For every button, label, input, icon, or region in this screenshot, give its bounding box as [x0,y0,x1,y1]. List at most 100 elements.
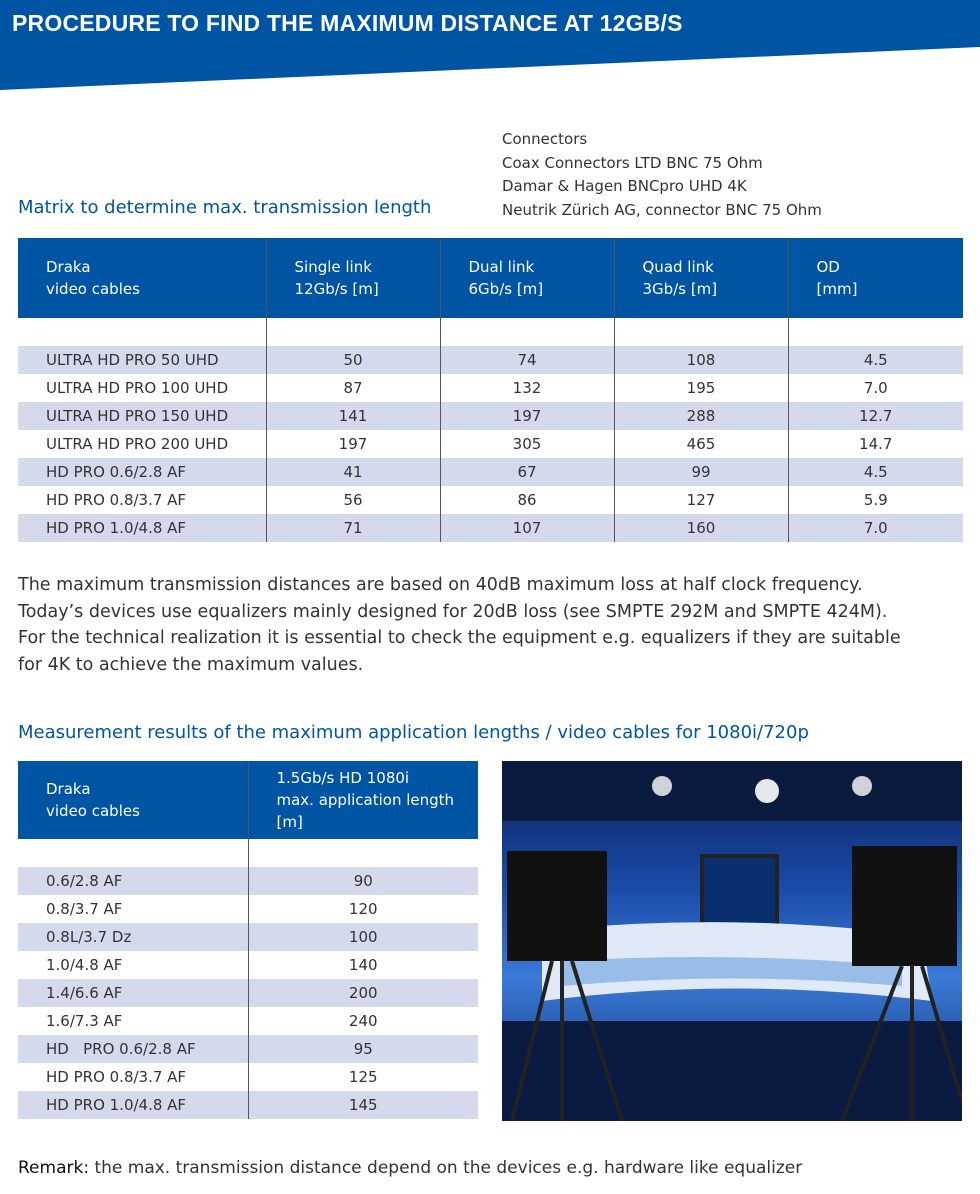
cable-name-cell: HD PRO 0.6/2.8 AF [18,1035,248,1063]
value-cell: 12.7 [787,402,963,430]
spacer-row [18,839,478,867]
spacer-cell [439,318,614,346]
connector-item: Damar & Hagen BNCpro UHD 4K [502,177,747,195]
value-cell: 132 [439,374,614,402]
column-header-line: 6Gb/s [m] [468,280,544,298]
cable-name-cell: HD PRO 1.0/4.8 AF [18,1091,248,1119]
table-row: HD PRO 0.6/2.8 AF 41 67 99 4.5 [18,458,963,486]
table-row: ULTRA HD PRO 150 UHD 141 197 288 12.7 [18,402,963,430]
value-cell: 140 [247,951,478,979]
connector-item: Neutrik Zürich AG, connector BNC 75 Ohm [502,200,822,219]
value-cell: 14.7 [787,430,963,458]
value-cell: 86 [439,486,614,514]
column-header-line: Draka [46,258,91,276]
column-header-line: 1.5Gb/s HD 1080i [276,769,410,787]
table-row: ULTRA HD PRO 100 UHD 87 132 195 7.0 [18,374,963,402]
cable-name-cell: ULTRA HD PRO 100 UHD [46,379,229,397]
page-title: PROCEDURE TO FIND THE MAXIMUM DISTANCE A… [12,10,683,36]
column-header: Draka video cables [18,761,248,839]
value-cell: 99 [613,458,788,486]
value-cell: 67 [439,458,614,486]
value-cell: 195 [613,374,788,402]
explanation-paragraph: The maximum transmission distances are b… [18,572,968,678]
paragraph-line: Today’s devices use equalizers mainly de… [18,601,888,622]
value-cell: 197 [265,430,440,458]
cable-name-cell: ULTRA HD PRO 200 UHD [46,435,229,453]
value-cell: 465 [613,430,788,458]
spacer-cell [265,318,440,346]
cable-name-cell: ULTRA HD PRO 50 UHD [18,346,266,374]
table-row: 0.8L/3.7 Dz 100 [18,923,478,951]
cable-name-cell: HD PRO 0.6/2.8 AF [18,458,266,486]
table-row: HD PRO 0.8/3.7 AF 56 86 127 5.9 [18,486,963,514]
table-row: 1.0/4.8 AF 140 [18,951,478,979]
tv-studio-photo [502,761,962,1121]
cable-name-cell: HD PRO 0.8/3.7 AF [46,1068,187,1086]
cable-name-cell: 1.0/4.8 AF [46,956,123,974]
value-cell: 7.0 [787,374,963,402]
connectors-heading: Connectors [502,130,588,148]
column-header: OD [mm] [787,238,963,318]
value-cell: 56 [265,486,440,514]
cable-name-cell: HD PRO 1.0/4.8 AF [18,514,266,542]
value-cell: 87 [265,374,440,402]
value-cell: 108 [613,346,788,374]
value-cell: 100 [247,923,478,951]
value-cell: 141 [265,402,440,430]
connectors-block: Connectors Coax Connectors LTD BNC 75 Oh… [502,128,822,222]
column-header: Quad link 3Gb/s [m] [613,238,788,318]
table-row: 1.4/6.6 AF 200 [18,979,478,1007]
spacer-row [18,318,963,346]
value-cell: 107 [439,514,614,542]
paragraph-line: For the technical realization it is esse… [18,628,901,648]
table-row: 1.6/7.3 AF 240 [18,1007,478,1035]
paragraph-line: The maximum transmission distances are b… [18,575,863,595]
column-header-line: 3Gb/s [m] [642,280,718,298]
value-cell: 160 [613,514,788,542]
value-cell: 7.0 [787,514,963,542]
table-row: HD PRO 1.0/4.8 AF 71 107 160 7.0 [18,514,963,542]
table-row: HD PRO 0.6/2.8 AF 95 [18,1035,478,1063]
column-header: Draka video cables [18,238,266,318]
table-row: ULTRA HD PRO 50 UHD 50 74 108 4.5 [18,346,963,374]
cable-name-cell: 1.4/6.6 AF [18,979,248,1007]
cable-name-cell: 1.6/7.3 AF [46,1012,123,1030]
cable-name-cell: ULTRA HD PRO 150 UHD [18,402,266,430]
column-header-line: 12Gb/s [m] [294,280,379,298]
value-cell: 120 [247,895,478,923]
column-header-line: video cables [46,280,140,298]
cable-name-cell: 0.6/2.8 AF [18,867,248,895]
value-cell: 74 [439,346,614,374]
value-cell: 41 [265,458,440,486]
column-header: Dual link 6Gb/s [m] [439,238,614,318]
table-row: 0.6/2.8 AF 90 [18,867,478,895]
column-header-line: Dual link [468,258,535,276]
value-cell: 288 [613,402,788,430]
spacer-cell [787,318,963,346]
measurement-heading: Measurement results of the maximum appli… [18,722,809,743]
cable-name-cell: 0.8/3.7 AF [46,900,123,918]
value-cell: 200 [247,979,478,1007]
paragraph-line: for 4K to achieve the maximum values. [18,654,364,675]
spacer-cell [613,318,788,346]
value-cell: 305 [439,430,614,458]
cable-name-cell: HD PRO 0.8/3.7 AF [46,491,187,509]
value-cell: 95 [247,1035,478,1063]
column-header: 1.5Gb/s HD 1080i max. application length … [247,761,478,839]
remark-label: Remark: [18,1158,90,1178]
spacer-cell [18,839,248,867]
value-cell: 71 [265,514,440,542]
connector-item: Coax Connectors LTD BNC 75 Ohm [502,153,763,172]
value-cell: 5.9 [787,486,963,514]
column-header-line: video cables [46,802,140,820]
table-row: ULTRA HD PRO 200 UHD 197 305 465 14.7 [18,430,963,458]
table-row: 0.8/3.7 AF 120 [18,895,478,923]
table-row: HD PRO 1.0/4.8 AF 145 [18,1091,478,1119]
cable-name-cell: 0.8L/3.7 Dz [18,923,248,951]
column-header: Single link 12Gb/s [m] [265,238,440,318]
remark-note: Remark: the max. transmission distance d… [18,1158,802,1178]
column-header-line: Quad link [642,258,714,276]
matrix-table: Draka video cables Single link 12Gb/s [m] Du… [18,238,963,542]
remark-text: the max. transmission distance depend on… [89,1158,803,1178]
measurement-table: Draka video cables 1.5Gb/s HD 1080i max. ap… [18,761,478,1119]
